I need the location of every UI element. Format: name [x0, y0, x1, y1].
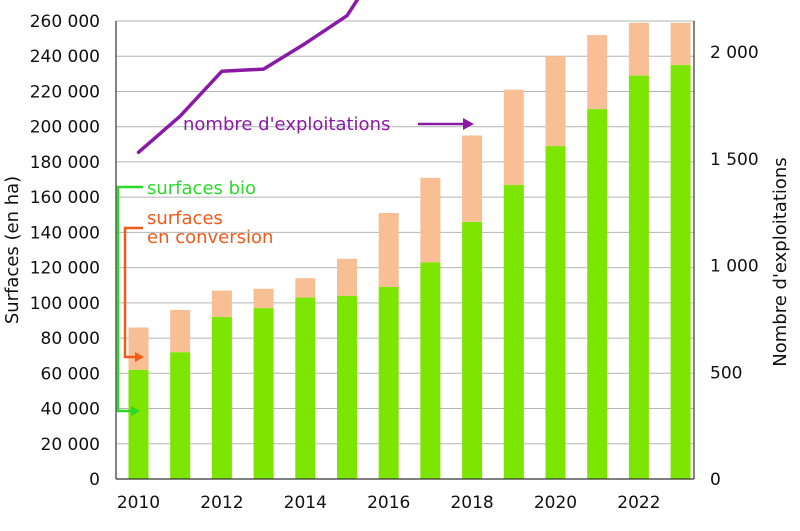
bar-conversion-2011 — [170, 309, 191, 353]
bar-bio-2011 — [170, 352, 191, 479]
y-left-tick-label: 120 000 — [30, 259, 100, 279]
bar-bio-2012 — [211, 316, 232, 479]
annotation-bio: surfaces bio — [116, 178, 256, 416]
bar-conversion-2017 — [420, 177, 441, 263]
y-left-tick-label: 140 000 — [30, 223, 100, 243]
annotation-bio-label: surfaces bio — [147, 178, 256, 199]
bars — [128, 22, 691, 480]
line-exploitations — [136, 0, 360, 155]
bar-conversion-2020 — [545, 56, 566, 147]
y-right-tick-label: 2 000 — [710, 43, 759, 63]
bar-bio-2019 — [503, 184, 524, 480]
x-tick-label: 2014 — [284, 493, 327, 513]
y-right-tick-label: 1 000 — [710, 257, 759, 277]
y-right-tick-label: 1 500 — [710, 150, 759, 170]
y-left-tick-label: 220 000 — [30, 82, 100, 102]
annotation-bio-arrow — [116, 185, 143, 413]
x-axis-ticks: 2010 2012 2014 2016 2018 2020 2022 — [117, 493, 661, 513]
bar-conversion-2023 — [670, 22, 691, 66]
bar-conversion-2022 — [628, 22, 649, 76]
y-left-tick-label: 200 000 — [30, 118, 100, 138]
bar-bio-2022 — [628, 75, 649, 479]
bar-bio-2010 — [128, 369, 149, 479]
bar-conversion-2019 — [503, 89, 524, 185]
y-left-tick-label: 260 000 — [30, 12, 100, 32]
bar-conversion-2014 — [295, 278, 316, 298]
bar-bio-2020 — [545, 146, 566, 480]
y-left-tick-label: 60 000 — [41, 364, 100, 384]
y-left-tick-label: 80 000 — [41, 329, 100, 349]
y-right-tick-label: 500 — [710, 363, 742, 383]
annotation-exploitations-arrowhead — [463, 118, 474, 130]
y-left-tick-label: 160 000 — [30, 188, 100, 208]
annotation-conversion-label-1: surfaces — [147, 208, 223, 229]
y-left-tick-label: 180 000 — [30, 153, 100, 173]
bar-conversion-2016 — [378, 213, 399, 287]
y-right-tick-label: 0 — [710, 470, 721, 490]
x-tick-label: 2016 — [367, 493, 410, 513]
x-tick-label: 2022 — [617, 493, 660, 513]
y-left-tick-label: 0 — [89, 470, 100, 490]
x-tick-label: 2020 — [534, 493, 577, 513]
bar-conversion-2015 — [337, 258, 357, 296]
bar-conversion-2012 — [211, 290, 232, 317]
annotation-exploitations: nombre d'exploitations — [183, 114, 474, 135]
left-axis-ticks: 0 20 000 40 000 60 000 80 000 100 000 120 000 1… — [30, 12, 100, 490]
x-tick-label: 2018 — [450, 493, 493, 513]
x-tick-label: 2012 — [200, 493, 243, 513]
annotation-bio-arrowhead — [131, 406, 140, 416]
axes — [115, 21, 695, 480]
y-right-axis-title: Nombre d'exploitations — [770, 157, 791, 366]
bar-bio-2023 — [670, 65, 691, 480]
y-left-tick-label: 20 000 — [41, 435, 100, 455]
exploitations-line-layer — [136, 0, 360, 155]
bar-bio-2015 — [337, 295, 357, 479]
bar-conversion-2018 — [462, 135, 483, 222]
annotation-conversion-arrow — [123, 226, 143, 359]
bar-conversion-2013 — [253, 288, 274, 309]
bar-bio-2017 — [420, 262, 441, 479]
bar-bio-2018 — [462, 221, 483, 480]
bar-conversion-2010 — [128, 327, 149, 370]
bar-conversion-2021 — [587, 35, 608, 110]
annotation-exploitations-label: nombre d'exploitations — [183, 114, 390, 135]
annotation-conversion-label-2: en conversion — [147, 227, 273, 248]
y-left-tick-label: 40 000 — [41, 400, 100, 420]
y-left-tick-label: 240 000 — [30, 47, 100, 67]
bar-bio-2014 — [295, 297, 316, 479]
bar-bio-2016 — [378, 286, 399, 479]
bar-bio-2021 — [587, 109, 608, 480]
x-tick-label: 2010 — [117, 493, 160, 513]
y-left-tick-label: 100 000 — [30, 294, 100, 314]
annotation-conversion: surfaces en conversion — [123, 208, 273, 362]
y-left-axis-title: Surfaces (en ha) — [2, 176, 23, 324]
annotation-conversion-arrowhead — [135, 352, 144, 362]
bar-bio-2013 — [253, 308, 274, 479]
